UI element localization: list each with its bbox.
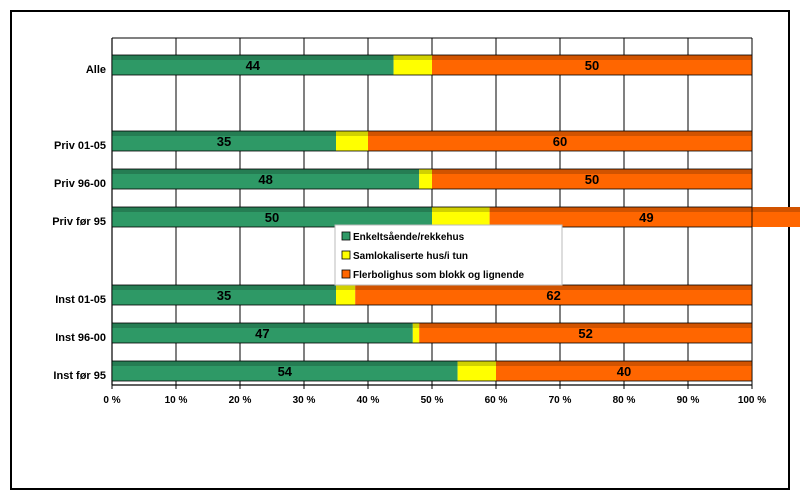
data-label: 44: [246, 58, 261, 73]
x-tick-label: 10 %: [165, 395, 188, 406]
x-tick-label: 0 %: [103, 395, 120, 406]
bar-segment: [112, 285, 336, 305]
bar-segment-top-shade: [112, 131, 336, 136]
bar-segment-top-shade: [368, 131, 752, 136]
legend-box: [334, 224, 563, 286]
legend-label: Samlokaliserte hus/i tun: [353, 251, 468, 262]
bar-segment-top-shade: [419, 323, 752, 328]
bar-segment: [336, 131, 368, 151]
bar-outline: [111, 54, 753, 76]
x-tick-label: 40 %: [357, 395, 380, 406]
data-label: 35: [217, 288, 231, 303]
data-label: 47: [255, 326, 269, 341]
bar-segment: [112, 55, 394, 75]
x-tick-label: 90 %: [677, 395, 700, 406]
x-tick-label: 60 %: [485, 395, 508, 406]
bar-segment-top-shade: [393, 55, 432, 60]
bar-segment: [489, 207, 800, 227]
bar-segment-top-shade: [112, 169, 420, 174]
bar-segment-top-shade: [489, 207, 800, 212]
legend-swatch: [341, 231, 351, 241]
bar-outline: [111, 168, 753, 190]
legend-label: Enkeltsående/rekkehus: [353, 231, 465, 243]
bar-segment: [419, 169, 432, 189]
bar-segment-top-shade: [419, 169, 432, 174]
bar-segment: [112, 323, 413, 343]
bar-segment-top-shade: [432, 55, 752, 60]
category-label: Priv 01-05: [54, 140, 106, 152]
category-label: Inst 01-05: [55, 294, 106, 306]
bar-segment: [496, 361, 752, 381]
category-label: Alle: [86, 64, 106, 76]
bar-outline: [111, 322, 753, 344]
bar-segment-top-shade: [412, 323, 420, 328]
bar-segment-top-shade: [112, 285, 336, 290]
bar-segment: [355, 285, 752, 305]
bar-segment: [432, 169, 752, 189]
bar-segment: [432, 207, 490, 227]
x-tick-label: 30 %: [293, 395, 316, 406]
bar-segment: [112, 169, 420, 189]
bar-segment: [419, 323, 752, 343]
x-tick-label: 70 %: [549, 395, 572, 406]
bar-segment: [432, 55, 752, 75]
bar-segment: [112, 131, 336, 151]
bar-segment: [412, 323, 420, 343]
data-label: 50: [585, 172, 599, 187]
legend-swatch: [341, 250, 351, 260]
bar-outline: [111, 130, 753, 152]
data-label: 54: [278, 364, 293, 379]
bar-segment-top-shade: [336, 131, 368, 136]
bar-segment-top-shade: [432, 207, 490, 212]
bar-segment-top-shade: [432, 169, 752, 174]
category-label: Priv før 95: [52, 216, 106, 228]
bar-segment-top-shade: [457, 361, 496, 366]
data-label: 49: [639, 210, 653, 225]
category-label: Inst 96-00: [55, 332, 106, 344]
bar-outline: [111, 360, 753, 382]
legend-swatch: [341, 269, 351, 279]
legend-label: Flerbolighus som blokk og lignende: [353, 270, 525, 281]
bar-segment-top-shade: [112, 55, 394, 60]
category-label: Priv 96-00: [54, 178, 106, 190]
category-label: Inst før 95: [53, 370, 106, 382]
bar-segment-top-shade: [496, 361, 752, 366]
bar-segment-top-shade: [112, 207, 432, 212]
data-label: 50: [585, 58, 599, 73]
x-tick-label: 100 %: [738, 395, 766, 406]
bar-segment-top-shade: [355, 285, 752, 290]
bar-segment-top-shade: [112, 361, 458, 366]
data-label: 40: [617, 364, 631, 379]
x-tick-label: 20 %: [229, 395, 252, 406]
data-label: 48: [258, 172, 272, 187]
bar-segment: [368, 131, 752, 151]
data-label: 50: [265, 210, 279, 225]
x-tick-label: 50 %: [421, 395, 444, 406]
x-tick-label: 80 %: [613, 395, 636, 406]
data-label: 35: [217, 134, 231, 149]
bar-segment: [336, 285, 356, 305]
bar-segment: [457, 361, 496, 381]
bar-segment-top-shade: [336, 285, 356, 290]
data-label: 62: [546, 288, 560, 303]
bar-segment: [393, 55, 432, 75]
bar-segment-top-shade: [112, 323, 413, 328]
bar-segment: [112, 361, 458, 381]
bar-segment: [112, 207, 432, 227]
data-label: 60: [553, 134, 567, 149]
data-label: 52: [578, 326, 592, 341]
stacked-bar-chart: 0 % 10 % 20 % 30 % 40 % 50 % 60 % 70 % 80 % 90 % 1…: [52, 37, 800, 406]
